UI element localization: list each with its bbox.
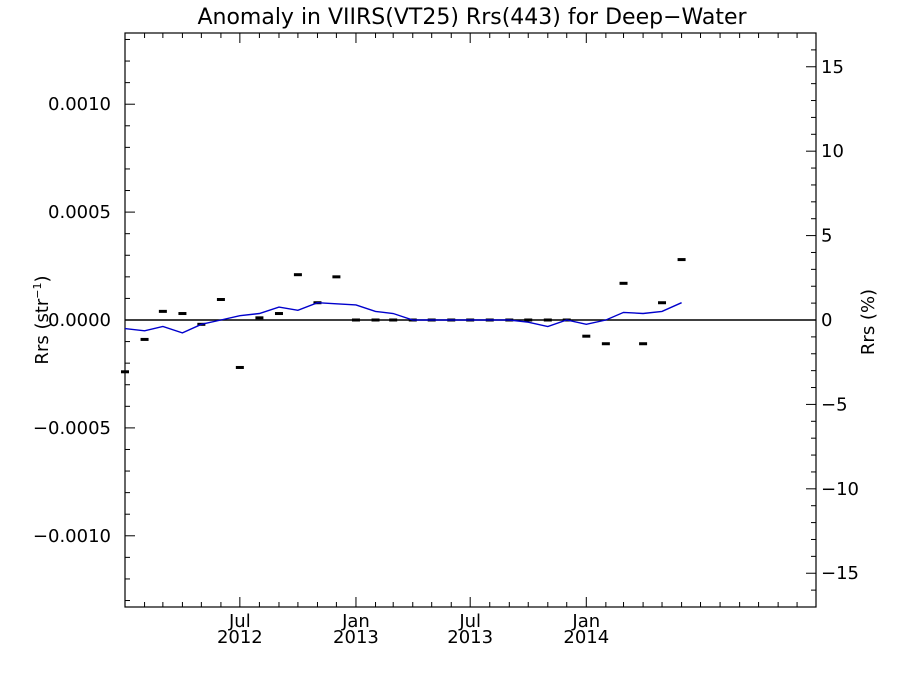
anomaly-data-point xyxy=(158,309,167,313)
y-right-tick-label: −5 xyxy=(821,394,848,415)
x-tick-label-year: 2013 xyxy=(447,627,493,648)
y-axis-right-title: Rrs (%) xyxy=(858,289,879,355)
y-right-tick-label: 0 xyxy=(821,310,832,331)
anomaly-data-point xyxy=(274,312,283,316)
anomaly-data-point xyxy=(582,334,591,338)
x-tick-label-month: Jul xyxy=(458,611,481,632)
anomaly-data-point xyxy=(351,318,360,322)
smoothed-anomaly-line xyxy=(124,301,682,334)
y-right-tick-label: −15 xyxy=(821,563,859,584)
y-axis-left-title-superscript: −1 xyxy=(31,282,44,298)
y-left-tick-label: −0.0010 xyxy=(33,526,111,547)
y-left-tick-label: −0.0005 xyxy=(33,418,111,439)
anomaly-data-point xyxy=(677,258,686,262)
y-right-tick-label: 10 xyxy=(821,141,844,162)
anomaly-data-point xyxy=(178,312,187,316)
anomaly-data-point xyxy=(332,275,341,279)
y-right-tick-label: 5 xyxy=(821,226,832,247)
anomaly-data-point xyxy=(293,273,302,277)
anomaly-data-point xyxy=(619,281,628,285)
anomaly-data-point xyxy=(255,316,264,320)
x-tick-label-month: Jul xyxy=(228,611,251,632)
x-tick-label-month: Jan xyxy=(571,611,600,632)
x-tick-label-month: Jan xyxy=(341,611,370,632)
y-axis-left-title: Rrs (str−1) xyxy=(31,275,53,364)
anomaly-data-point xyxy=(524,318,533,322)
anomaly-data-point xyxy=(543,318,552,322)
anomaly-data-point xyxy=(389,318,398,322)
y-left-tick-label: 0.0000 xyxy=(48,310,111,331)
y-right-tick-label: 15 xyxy=(821,57,844,78)
x-tick-label-year: 2014 xyxy=(563,627,609,648)
anomaly-data-point xyxy=(121,370,129,374)
anomaly-data-point xyxy=(658,301,667,305)
x-tick-label-year: 2013 xyxy=(333,627,379,648)
y-left-tick-label: 0.0010 xyxy=(48,94,111,115)
chart-title: Anomaly in VIIRS(VT25) Rrs(443) for Deep… xyxy=(197,5,747,30)
x-tick-label-year: 2012 xyxy=(217,627,263,648)
anomaly-data-point xyxy=(639,342,648,346)
anomaly-data-point xyxy=(371,318,380,322)
anomaly-data-point xyxy=(140,337,149,341)
anomaly-data-point xyxy=(235,365,244,369)
anomaly-data-point xyxy=(216,298,225,301)
y-left-tick-label: 0.0005 xyxy=(48,202,111,223)
y-right-tick-label: −10 xyxy=(821,479,859,500)
anomaly-data-point xyxy=(601,342,610,346)
